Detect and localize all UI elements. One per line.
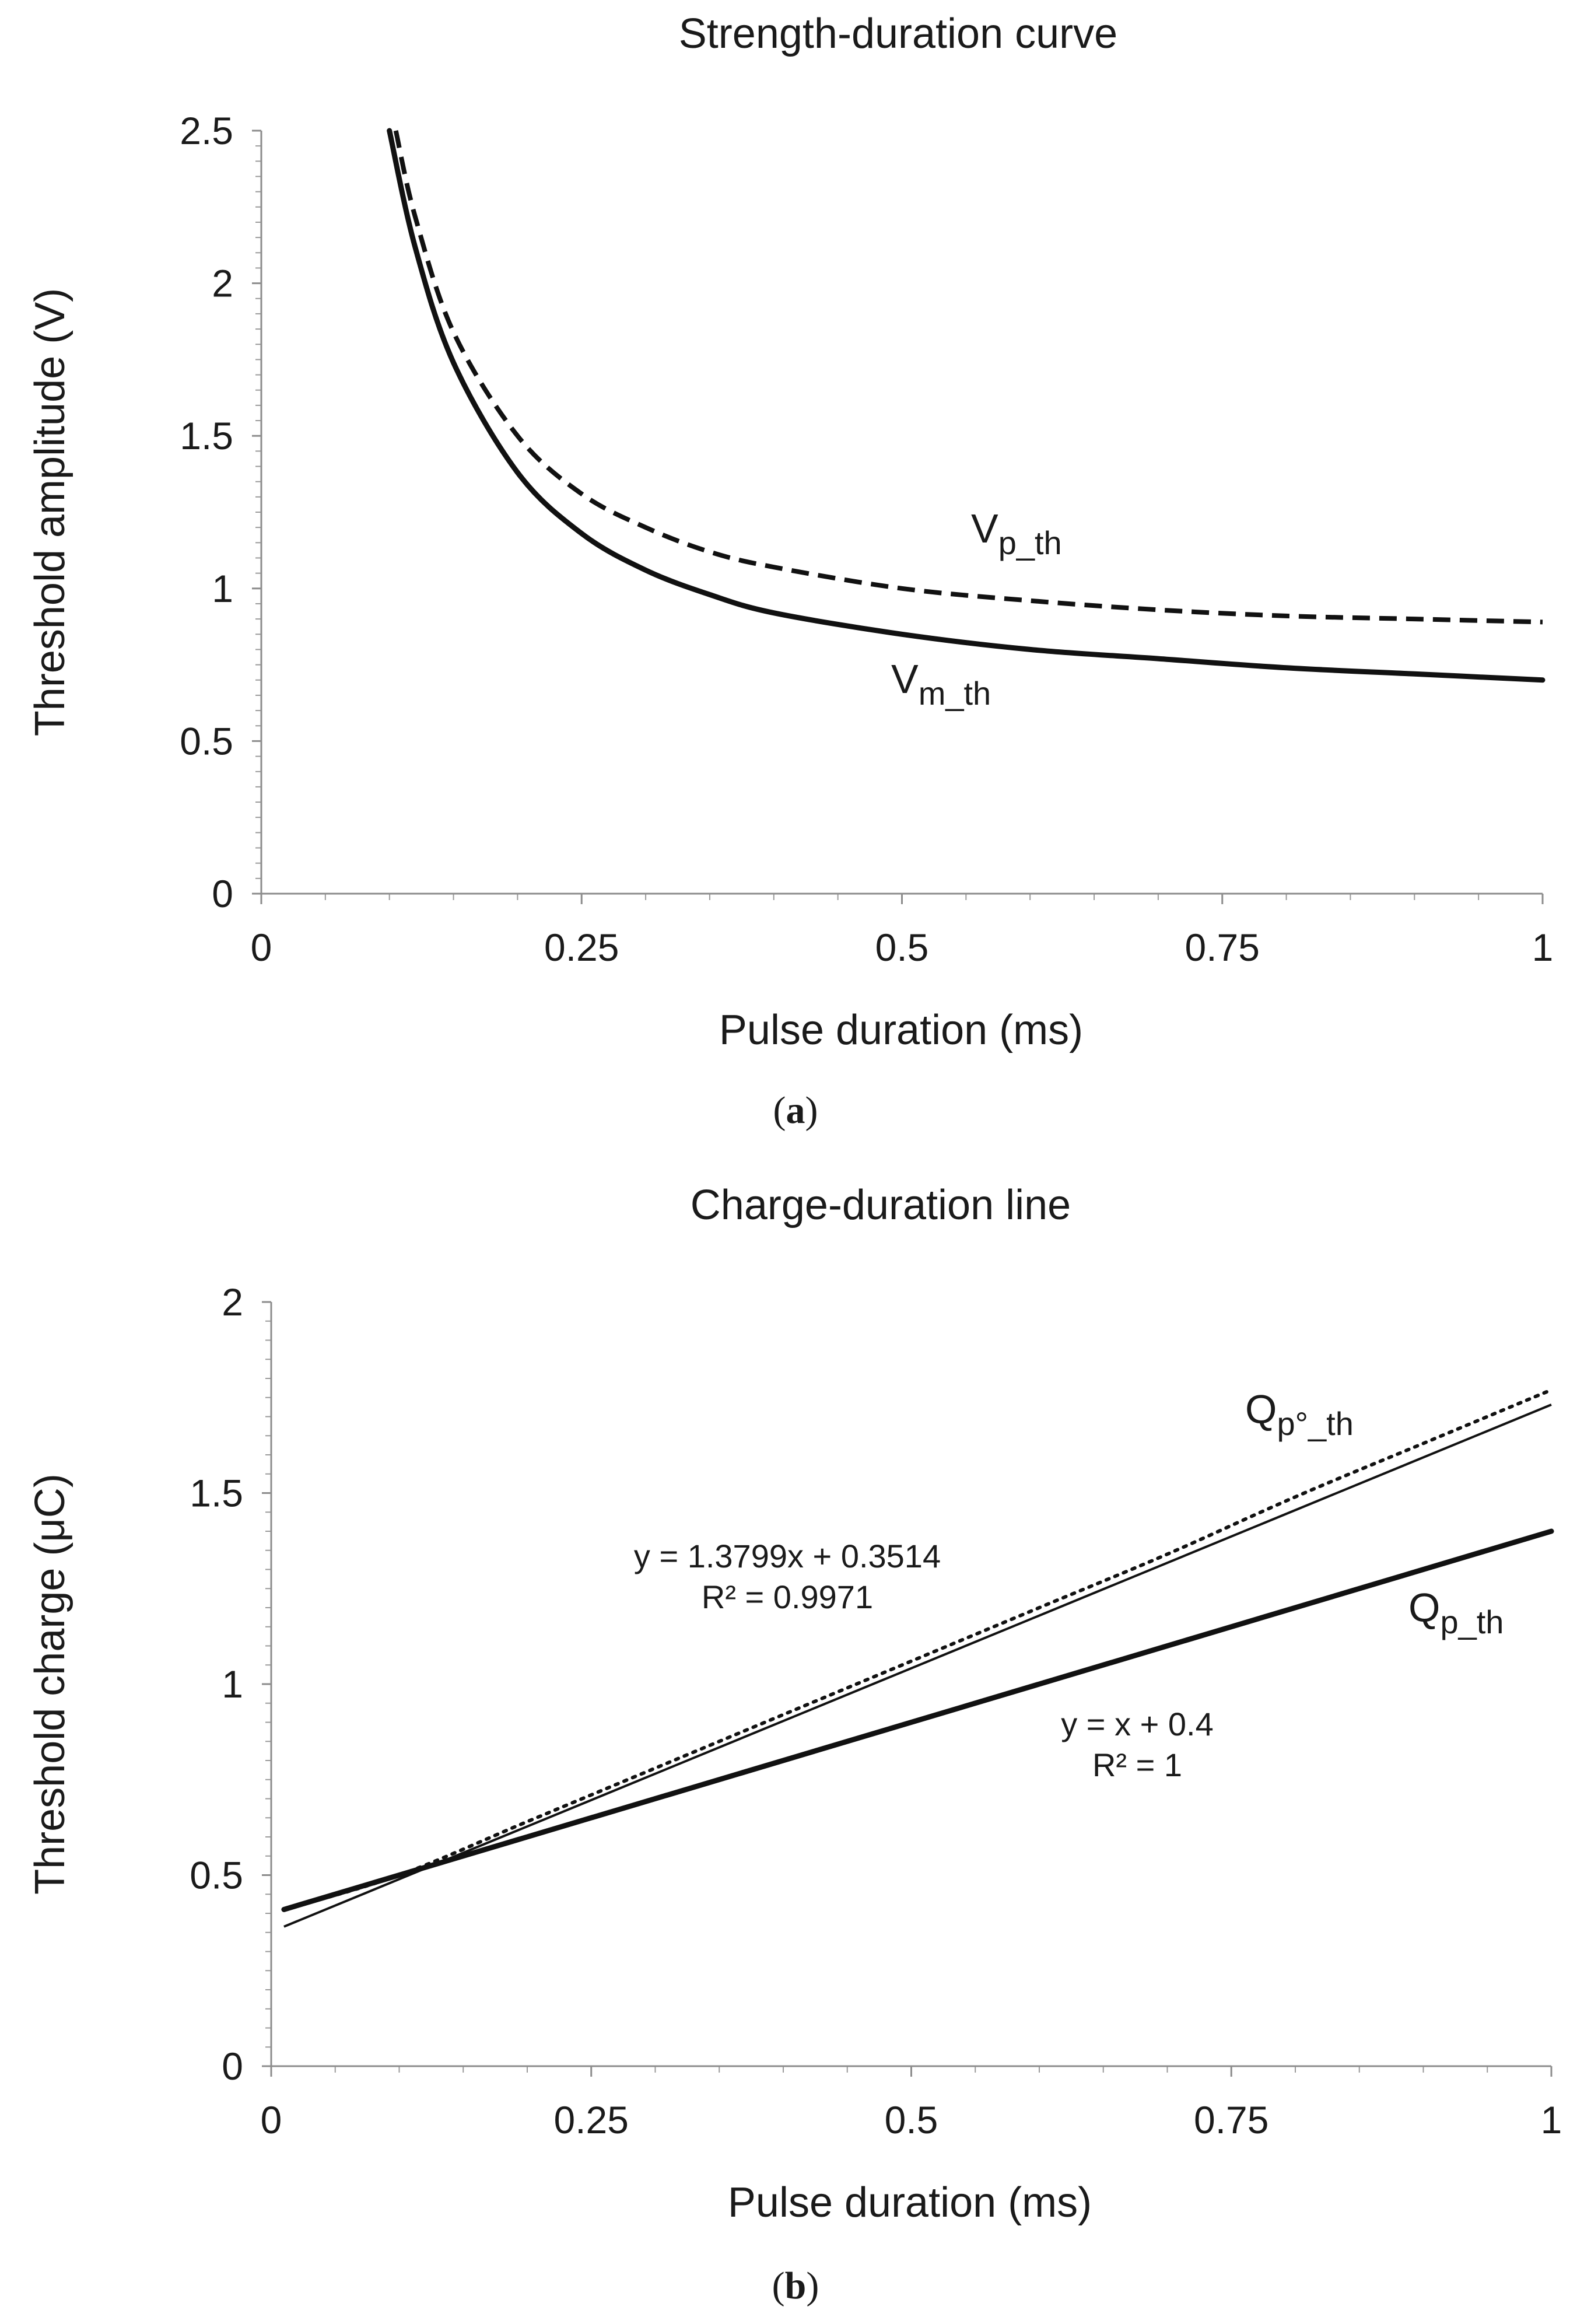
series-line-qp-deg-th-dotted	[282, 1388, 1553, 1912]
panel-a-y-minor-ticks	[255, 145, 261, 879]
panel-b-label-close: )	[806, 2264, 819, 2307]
a-ytick-label-4: 2	[212, 262, 233, 305]
series-label-vm-th: Vm_th	[891, 656, 991, 712]
series-label-vp-th: Vp_th	[971, 506, 1062, 561]
series-label-qp-th-sub: p_th	[1440, 1604, 1504, 1640]
panel-a-label-close: )	[805, 1089, 818, 1132]
panel-a-chart: Strength-duration curve 0 0.5 1 1.5 2 2.…	[27, 10, 1553, 1132]
panel-b-y-ticks: 0 0.5 1 1.5 2	[190, 1280, 271, 2088]
annotation-line-r2: R² = 1	[1092, 1746, 1182, 1783]
panel-b-x-ticks: 0 0.25 0.5 0.75 1	[261, 2066, 1562, 2141]
chart-a-ylabel: Threshold amplitude (V)	[27, 288, 73, 736]
chart-b-xlabel: Pulse duration (ms)	[728, 2179, 1092, 2226]
b-xtick-label-1: 0.25	[554, 2098, 629, 2141]
b-ytick-label-2: 1	[222, 1662, 243, 1706]
chart-a-xlabel: Pulse duration (ms)	[719, 1007, 1083, 1054]
chart-b-ylabel: Threshold charge (μC)	[27, 1474, 73, 1895]
a-ytick-label-5: 2.5	[180, 109, 233, 152]
a-ytick-label-3: 1.5	[180, 414, 233, 457]
b-xtick-label-4: 1	[1541, 2098, 1562, 2141]
a-ytick-label-0: 0	[212, 872, 233, 915]
panel-b-label-open: (	[772, 2264, 785, 2307]
a-xtick-label-2: 0.5	[875, 926, 929, 969]
b-xtick-label-2: 0.5	[885, 2098, 938, 2141]
panel-a-x-ticks: 0 0.25 0.5 0.75 1	[251, 894, 1554, 969]
annotation-line-equation: y = x + 0.4	[1061, 1706, 1214, 1742]
series-label-qp-th: Qp_th	[1408, 1585, 1504, 1640]
b-xtick-label-3: 0.75	[1194, 2098, 1268, 2141]
panel-b-label-letter: b	[785, 2264, 807, 2307]
a-xtick-label-1: 0.25	[544, 926, 619, 969]
panel-b-y-minor-ticks	[265, 1320, 271, 2048]
b-ytick-label-1: 0.5	[190, 1854, 243, 1897]
a-xtick-label-3: 0.75	[1185, 926, 1260, 969]
panel-a-label-open: (	[773, 1089, 786, 1132]
b-ytick-label-0: 0	[222, 2045, 243, 2088]
panel-a-label: (a)	[773, 1089, 818, 1132]
series-line-vp-th	[393, 130, 1543, 625]
annotation-fit-equation: y = 1.3799x + 0.3514	[634, 1538, 941, 1574]
panel-a-label-letter: a	[786, 1089, 805, 1132]
panel-a-y-ticks: 0 0.5 1 1.5 2 2.5	[180, 109, 261, 915]
series-label-qp-th-main: Q	[1408, 1585, 1440, 1630]
series-label-qp-deg-th: Qp°_th	[1245, 1387, 1354, 1442]
series-line-qp-th	[281, 1528, 1554, 1912]
a-ytick-label-1: 0.5	[180, 719, 233, 762]
chart-b-title: Charge-duration line	[691, 1182, 1071, 1228]
b-xtick-label-0: 0	[261, 2098, 282, 2141]
panel-b-chart: Charge-duration line 0 0.5 1 1.5 2 0 0.2…	[27, 1182, 1562, 2307]
panel-b-x-minor-ticks	[334, 2066, 1488, 2073]
series-line-vm-th	[387, 128, 1546, 683]
series-label-qp-deg-th-sub: p°_th	[1277, 1405, 1353, 1442]
annotation-fit-r2: R² = 0.9971	[702, 1578, 873, 1615]
chart-a-title: Strength-duration curve	[679, 10, 1117, 57]
series-label-vp-th-sub: p_th	[998, 524, 1062, 561]
panel-b-label: (b)	[772, 2264, 819, 2307]
series-label-qp-deg-th-main: Q	[1245, 1387, 1277, 1432]
panel-a-x-minor-ticks	[324, 894, 1480, 900]
a-ytick-label-2: 1	[212, 567, 233, 610]
series-label-vm-th-main: V	[891, 656, 919, 702]
b-ytick-label-3: 1.5	[190, 1472, 243, 1515]
series-label-vp-th-main: V	[971, 506, 998, 551]
a-xtick-label-0: 0	[251, 926, 272, 969]
a-xtick-label-4: 1	[1532, 926, 1554, 969]
b-ytick-label-4: 2	[222, 1280, 243, 1324]
series-label-vm-th-sub: m_th	[919, 675, 991, 712]
series-line-qp-deg-th-fit	[283, 1404, 1552, 1928]
